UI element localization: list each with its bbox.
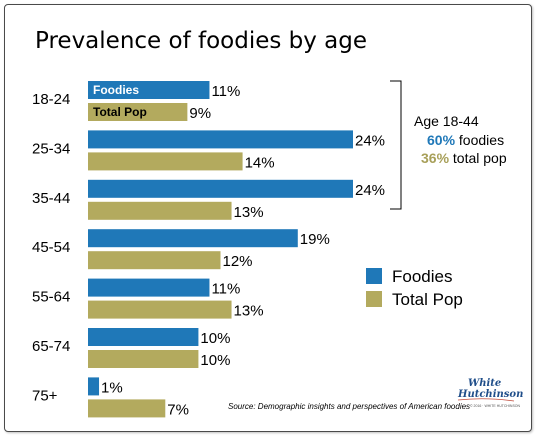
annotation-total-text: total pop <box>449 150 507 166</box>
bar-foodies-75plus <box>88 377 100 396</box>
value-label-total-pop-45-54: 12% <box>223 253 253 270</box>
category-label-65-74: 65-74 <box>32 338 70 355</box>
age-bracket <box>390 80 402 210</box>
source-note: Source: Demographic insights and perspec… <box>228 402 470 411</box>
category-label-55-64: 55-64 <box>32 289 70 306</box>
value-label-total-pop-55-64: 13% <box>234 303 264 320</box>
bar-foodies-55-64 <box>88 278 210 297</box>
value-label-foodies-55-64: 11% <box>211 281 240 298</box>
inline-label-foodies: Foodies <box>93 83 139 97</box>
value-labels: 11%9%24%14%24%13%19%12%11%13%10%10%1%7% <box>101 83 385 418</box>
annotation-foodies-pct: 60% <box>427 132 456 148</box>
bar-foodies-35-44 <box>88 179 353 198</box>
annotation-total-line: 36% total pop <box>421 150 507 166</box>
bar-total-pop-65-74 <box>88 350 199 368</box>
annotation-total-pct: 36% <box>421 150 450 166</box>
bar-total-pop-55-64 <box>88 300 232 319</box>
category-label-45-54: 45-54 <box>32 239 70 256</box>
value-label-foodies-18-24: 11% <box>211 83 240 100</box>
annotation-heading: Age 18-44 <box>414 113 479 129</box>
value-label-total-pop-18-24: 9% <box>189 105 211 122</box>
value-label-total-pop-75plus: 7% <box>167 401 189 418</box>
category-label-35-44: 35-44 <box>32 190 70 207</box>
category-label-25-34: 25-34 <box>32 140 70 157</box>
legend-swatch-foodies <box>366 268 382 284</box>
bar-total-pop-35-44 <box>88 201 232 220</box>
value-label-foodies-25-34: 24% <box>355 132 385 149</box>
logo-line2: Hutchinson <box>457 389 523 400</box>
bars <box>88 81 353 418</box>
value-label-total-pop-65-74: 10% <box>200 352 230 369</box>
bar-foodies-65-74 <box>88 328 199 346</box>
logo-line1: White <box>468 378 501 389</box>
value-label-foodies-35-44: 24% <box>355 182 385 199</box>
annotation-foodies-text: foodies <box>455 132 504 148</box>
logo-swoosh <box>457 398 515 402</box>
inline-label-total-pop: Total Pop <box>93 105 147 119</box>
category-label-75plus: 75+ <box>32 387 58 404</box>
bar-total-pop-45-54 <box>88 251 221 270</box>
bar-foodies-25-34 <box>88 130 353 149</box>
bar-total-pop-75plus <box>88 399 166 418</box>
logo-tagline: © 2016 · WHITE HUTCHINSON <box>470 404 521 408</box>
value-label-total-pop-25-34: 14% <box>245 154 275 171</box>
bar-foodies-45-54 <box>88 229 298 248</box>
bar-total-pop-25-34 <box>88 152 243 171</box>
legend-label-total-pop: Total Pop <box>392 290 463 309</box>
value-label-foodies-75plus: 1% <box>101 379 123 396</box>
value-label-foodies-45-54: 19% <box>300 231 330 248</box>
category-labels: 18-24 25-34 35-44 45-54 55-64 65-74 75+ <box>32 91 70 404</box>
legend-swatch-total-pop <box>366 291 382 307</box>
annotation-foodies-line: 60% foodies <box>427 132 504 148</box>
bar-foodies-18-24 <box>88 81 210 99</box>
category-label-18-24: 18-24 <box>32 91 70 108</box>
value-label-foodies-65-74: 10% <box>200 330 230 347</box>
white-hutchinson-logo: White Hutchinson © 2016 · WHITE HUTCHINS… <box>457 378 523 408</box>
value-label-total-pop-35-44: 13% <box>234 204 264 221</box>
legend-label-foodies: Foodies <box>392 267 452 286</box>
chart-title: Prevalence of foodies by age <box>35 28 367 54</box>
bar-total-pop-18-24 <box>88 103 188 121</box>
